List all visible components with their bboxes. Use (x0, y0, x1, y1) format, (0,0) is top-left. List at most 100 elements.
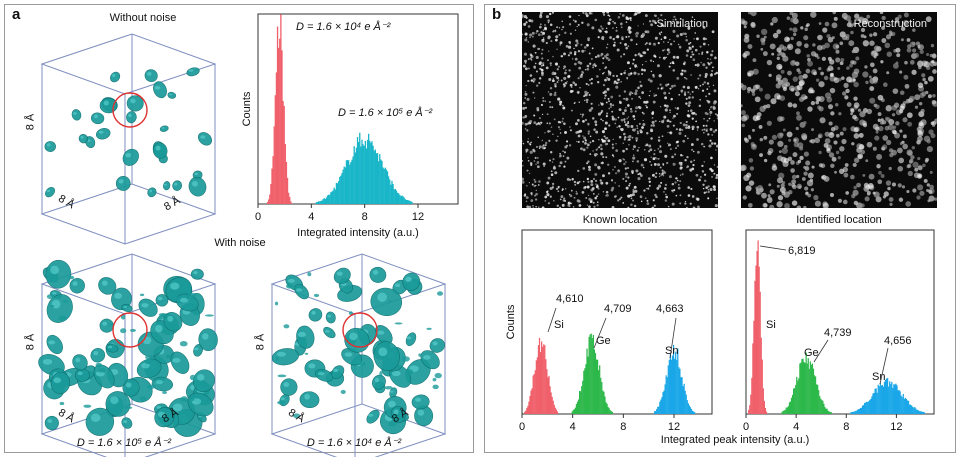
image-grain (556, 81, 559, 84)
image-grain (687, 26, 691, 30)
hist-bar-peak (757, 240, 759, 414)
hist-bar-ge (600, 377, 602, 414)
image-grain (917, 136, 923, 142)
hist-bar-sn (889, 381, 891, 414)
image-grain (608, 71, 612, 75)
image-grain (665, 195, 669, 199)
image-grain (790, 168, 795, 173)
image-grain (803, 43, 809, 49)
image-grain (549, 106, 552, 109)
image-grain (649, 59, 653, 62)
image-grain (684, 159, 687, 162)
hist-bar-peak (765, 411, 768, 414)
hist-bar-d = 1.6 × 10⁵ e å⁻² (370, 142, 372, 204)
image-grain (772, 32, 779, 39)
image-grain (757, 184, 763, 191)
hist-bar-ge (797, 380, 799, 414)
image-grain (755, 84, 761, 90)
image-grain (540, 65, 543, 67)
image-grain (607, 21, 611, 25)
image-grain (677, 43, 680, 46)
image-grain (669, 38, 671, 41)
image-grain (866, 141, 873, 148)
image-grain (652, 75, 656, 78)
image-grain (902, 134, 907, 139)
image-grain (763, 135, 768, 140)
image-grain (561, 120, 564, 123)
hist-bar-sn (855, 410, 857, 414)
image-grain (676, 144, 680, 147)
image-grain (867, 183, 874, 189)
image-grain (645, 105, 647, 107)
atom-blob (147, 187, 157, 198)
noise-fragment (46, 294, 55, 300)
atom-blob-highlight (374, 377, 380, 383)
image-grain (830, 72, 834, 77)
hist-bar-d = 1.6 × 10⁵ e å⁻² (392, 183, 394, 204)
hist-bar-ge (605, 402, 607, 414)
image-grain (538, 180, 541, 183)
image-grain (881, 25, 886, 30)
image-grain (889, 153, 894, 158)
annotation-leader (759, 245, 787, 251)
image-grain (574, 44, 578, 47)
image-grain (857, 153, 864, 160)
image-grain (595, 130, 599, 134)
image-grain (637, 86, 640, 90)
image-grain (707, 58, 709, 60)
image-grain (848, 40, 855, 47)
image-grain (713, 73, 717, 76)
hist-bar-d = 1.6 × 10⁴ e å⁻² (273, 126, 275, 204)
image-grain (607, 14, 610, 17)
image-grain (546, 190, 549, 194)
image-grain (564, 31, 567, 35)
image-grain (615, 143, 617, 145)
image-grain (533, 121, 537, 124)
atom-blob-highlight (154, 85, 161, 90)
image-grain (607, 97, 610, 100)
image-grain (660, 181, 663, 184)
hist-bar-ge (579, 390, 581, 414)
image-grain (787, 102, 793, 108)
image-grain (702, 183, 705, 187)
image-grain (798, 74, 804, 81)
image-grain (818, 66, 822, 71)
image-grain (573, 19, 575, 21)
image-grain (627, 136, 630, 138)
image-grain (542, 162, 546, 166)
image-grain (638, 95, 641, 99)
image-grain (614, 182, 616, 184)
image-grain (630, 108, 632, 110)
image-grain (882, 135, 889, 141)
image-grain (534, 156, 537, 159)
image-grain (689, 109, 693, 112)
annotation-leader (669, 317, 677, 359)
image-grain (625, 21, 628, 24)
image-grain (594, 196, 598, 200)
image-grain (667, 41, 669, 44)
image-grain (622, 112, 625, 115)
image-grain (611, 110, 614, 113)
hist-bar-si (538, 337, 541, 414)
image-grain (648, 150, 651, 153)
image-grain (875, 196, 882, 203)
hist-bar-d = 1.6 × 10⁵ e å⁻² (333, 187, 335, 204)
image-grain (602, 62, 605, 65)
image-grain (862, 71, 869, 78)
image-grain (618, 169, 620, 171)
atom-blob-highlight (406, 336, 412, 340)
with-noise-title: With noise (214, 237, 266, 249)
image-grain (559, 152, 561, 155)
atom-blob-highlight (149, 189, 153, 193)
image-grain (535, 55, 539, 60)
image-grain (638, 122, 641, 125)
atom-blob-highlight (194, 347, 199, 351)
noise-fragment (432, 377, 437, 382)
image-grain (886, 139, 892, 146)
image-grain (648, 42, 652, 46)
image-grain (535, 163, 537, 166)
image-grain (604, 97, 606, 99)
image-grain (850, 174, 855, 180)
image-grain (905, 201, 912, 207)
image-grain (565, 69, 567, 71)
